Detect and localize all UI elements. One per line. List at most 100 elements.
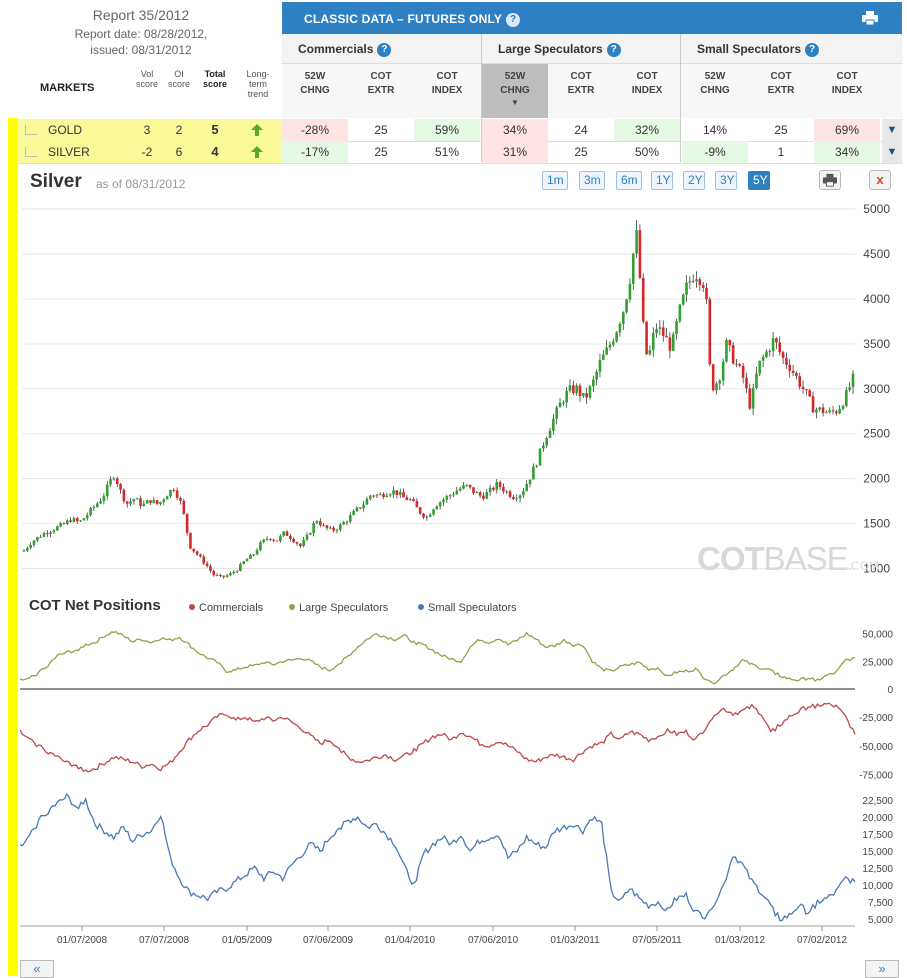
series-line-commercials <box>19 702 856 773</box>
candle <box>498 482 502 487</box>
expand-row-icon[interactable]: ▼ <box>882 141 902 163</box>
candle <box>139 498 142 507</box>
print-icon[interactable] <box>862 11 878 25</box>
candle <box>775 338 778 343</box>
candle <box>535 465 539 467</box>
markets-header: MARKETS <box>40 82 95 94</box>
cell-comm-52w: -17% <box>282 141 348 163</box>
subhead-small-52w[interactable]: 52W CHNG <box>700 71 730 96</box>
candle <box>202 556 206 564</box>
total-score: 5 <box>211 122 219 137</box>
total-score: 4 <box>211 144 219 159</box>
candle <box>195 551 199 555</box>
candle <box>338 524 342 530</box>
candle <box>112 478 116 480</box>
candle <box>811 396 815 413</box>
subhead-comm-52w[interactable]: 52W CHNG <box>300 71 330 96</box>
x-tick-label: 01/04/2010 <box>385 935 435 946</box>
candle <box>755 373 758 389</box>
help-icon[interactable]: ? <box>377 42 392 57</box>
x-tick-label: 07/06/2010 <box>468 935 518 946</box>
chart-print-button[interactable] <box>819 170 841 190</box>
subhead-small-extr[interactable]: COT EXTR <box>767 71 795 96</box>
mini-chart-icon[interactable] <box>25 147 37 157</box>
help-icon[interactable]: ? <box>805 42 820 57</box>
candle <box>415 501 419 508</box>
close-chart-button[interactable]: x <box>869 170 891 190</box>
candle <box>129 501 132 504</box>
candle <box>735 363 738 365</box>
mini-chart-icon[interactable] <box>25 125 37 135</box>
candle <box>362 504 365 509</box>
candle <box>485 491 489 499</box>
candle <box>65 520 69 524</box>
y-tick-label: 15,000 <box>862 847 893 858</box>
candle <box>299 543 302 547</box>
candle <box>185 513 189 533</box>
expand-row-icon[interactable]: ▼ <box>882 119 902 141</box>
candle <box>805 389 808 391</box>
candle <box>788 364 792 371</box>
next-page-button[interactable]: » <box>865 960 899 978</box>
total-score-header: Total score <box>202 69 228 89</box>
candle <box>621 312 625 325</box>
candle <box>645 321 648 355</box>
candle <box>285 531 289 536</box>
subhead-comm-index[interactable]: COT INDEX <box>431 71 463 96</box>
candle <box>289 535 292 539</box>
y-tick-label: 5,000 <box>868 915 893 926</box>
legend-commercials[interactable]: Commercials <box>189 602 263 614</box>
candle <box>508 491 512 497</box>
range-1m-button[interactable]: 1m <box>542 171 568 190</box>
y-tick-label: 7,500 <box>868 898 893 909</box>
group-commercials: Commercials? <box>298 42 392 57</box>
candle <box>325 525 329 529</box>
candle <box>795 372 798 377</box>
candle <box>582 393 585 396</box>
candle <box>631 253 635 284</box>
range-2y-button[interactable]: 2Y <box>683 171 705 190</box>
candle <box>275 540 279 542</box>
prev-page-button[interactable]: « <box>20 960 54 978</box>
candle <box>578 385 582 396</box>
y-tick-label: 20,000 <box>862 813 893 824</box>
candle <box>681 294 685 305</box>
subhead-large-extr[interactable]: COT EXTR <box>567 71 595 96</box>
candle <box>85 514 89 519</box>
print-icon <box>823 173 837 187</box>
candle <box>405 497 409 501</box>
legend-small-speculators[interactable]: Small Speculators <box>418 602 517 614</box>
subhead-large-52w[interactable]: 52W CHNG ▼ <box>482 64 548 118</box>
range-3m-button[interactable]: 3m <box>579 171 605 190</box>
range-5y-button[interactable]: 5Y <box>748 171 770 190</box>
candle <box>272 539 275 541</box>
candle <box>75 518 79 522</box>
candle <box>425 516 429 518</box>
subhead-comm-extr[interactable]: COT EXTR <box>367 71 395 96</box>
candle <box>142 503 146 507</box>
help-icon[interactable]: ? <box>506 12 521 27</box>
candle <box>565 390 568 403</box>
sort-desc-icon: ▼ <box>511 98 519 107</box>
candle <box>199 554 202 557</box>
range-6m-button[interactable]: 6m <box>616 171 642 190</box>
table-row-silver[interactable]: SILVER -2 6 4 -17% 25 51% 31% 25 50% -9%… <box>16 141 902 163</box>
candle <box>615 332 618 342</box>
market-name[interactable]: SILVER <box>48 145 90 159</box>
classic-data-banner: CLASSIC DATA – FUTURES ONLY? <box>282 2 902 34</box>
candle <box>95 503 99 507</box>
candle <box>562 402 565 404</box>
range-1y-button[interactable]: 1Y <box>651 171 673 190</box>
oi-score: 2 <box>175 123 183 137</box>
help-icon[interactable]: ? <box>606 42 621 57</box>
subhead-large-index[interactable]: COT INDEX <box>631 71 663 96</box>
candle <box>452 494 455 496</box>
candle <box>751 388 755 409</box>
range-3y-button[interactable]: 3Y <box>715 171 737 190</box>
legend-large-speculators[interactable]: Large Speculators <box>289 602 388 614</box>
y-tick-label: -25,000 <box>859 713 893 724</box>
vol-score: -2 <box>141 145 153 159</box>
subhead-small-index[interactable]: COT INDEX <box>831 71 863 96</box>
market-name[interactable]: GOLD <box>48 123 83 137</box>
table-row-gold[interactable]: GOLD 3 2 5 -28% 25 59% 34% 24 32% 14% 25… <box>16 119 902 141</box>
